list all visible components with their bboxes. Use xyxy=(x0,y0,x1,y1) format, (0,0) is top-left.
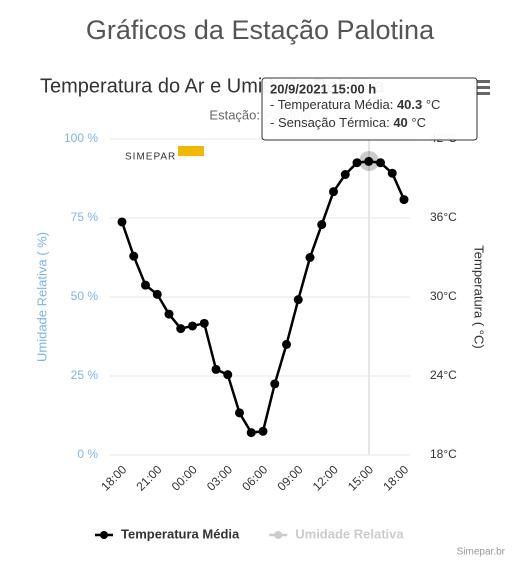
y2-tick-label: 18°C xyxy=(430,447,457,461)
x-tick-label: 06:00 xyxy=(239,462,270,493)
data-point xyxy=(317,220,327,230)
menu-bar xyxy=(474,86,490,89)
data-point xyxy=(246,428,256,438)
data-point xyxy=(235,408,244,418)
data-point xyxy=(293,295,303,305)
x-tick-label: 18:00 xyxy=(98,462,129,493)
data-point xyxy=(199,318,209,328)
data-point xyxy=(340,170,350,180)
y-tick-label: 100 % xyxy=(64,131,98,145)
legend-label: Umidade Relativa xyxy=(295,526,404,541)
tooltip-label: - Temperatura Média: xyxy=(270,97,397,112)
menu-button[interactable] xyxy=(474,80,490,95)
x-tick-label: 09:00 xyxy=(274,462,305,493)
logo-text: SIMEPAR xyxy=(125,152,176,163)
legend-marker xyxy=(274,531,283,539)
y2-tick-label: 24°C xyxy=(430,368,457,382)
data-point xyxy=(176,324,186,334)
data-point xyxy=(129,251,139,261)
y2-axis-title: Temperatura ( °C) xyxy=(472,245,487,348)
tooltip-line: - Sensação Térmica: 40 °C xyxy=(270,115,426,130)
data-point xyxy=(282,339,291,349)
data-point xyxy=(117,217,127,227)
tooltip-unit: °C xyxy=(408,115,426,130)
data-point xyxy=(329,187,338,197)
tooltip-unit: °C xyxy=(422,97,440,112)
x-tick-label: 18:00 xyxy=(380,462,411,493)
y2-tick-label: 36°C xyxy=(430,210,457,224)
x-tick-label: 00:00 xyxy=(169,462,200,493)
data-point xyxy=(152,289,162,299)
data-point xyxy=(270,379,280,389)
data-point xyxy=(211,364,221,374)
data-point xyxy=(164,309,174,319)
data-point xyxy=(364,156,374,166)
y-axis-title: Umidade Relativa ( %) xyxy=(34,232,49,362)
data-point xyxy=(223,370,233,380)
tooltip: 20/9/2021 15:00 h - Temperatura Média: 4… xyxy=(261,77,478,141)
y2-tick-label: 30°C xyxy=(430,289,457,303)
x-tick-label: 15:00 xyxy=(345,462,376,493)
y-tick-label: 25 % xyxy=(71,368,99,382)
y-tick-label: 0 % xyxy=(77,447,98,461)
legend-marker xyxy=(100,531,108,539)
x-tick-label: 21:00 xyxy=(133,462,164,493)
data-point xyxy=(352,158,362,168)
data-point xyxy=(376,158,385,168)
y-tick-label: 50 % xyxy=(71,289,99,303)
data-point xyxy=(141,280,150,290)
tooltip-label: - Sensação Térmica: xyxy=(270,115,393,130)
tooltip-line: - Temperatura Média: 40.3 °C xyxy=(270,97,440,112)
logo: SIMEPAR xyxy=(125,146,204,163)
tooltip-box xyxy=(261,77,478,141)
x-tick-label: 12:00 xyxy=(310,462,341,493)
data-point xyxy=(188,321,197,331)
tooltip-value: 40.3 xyxy=(397,97,422,112)
logo-mark xyxy=(178,146,204,156)
data-point xyxy=(305,253,315,262)
data-point xyxy=(387,168,397,178)
page-title: Gráficos da Estação Palotina xyxy=(86,15,435,45)
data-point xyxy=(399,195,409,205)
tooltip-title: 20/9/2021 15:00 h xyxy=(270,81,376,96)
menu-bar xyxy=(474,92,490,95)
tooltip-value: 40 xyxy=(393,115,407,130)
x-tick-label: 03:00 xyxy=(204,462,235,493)
legend-label: Temperatura Média xyxy=(121,526,240,541)
credits: Simepar.br xyxy=(457,547,506,558)
menu-bar xyxy=(474,80,490,83)
data-point xyxy=(258,426,268,436)
y-tick-label: 75 % xyxy=(71,210,99,224)
